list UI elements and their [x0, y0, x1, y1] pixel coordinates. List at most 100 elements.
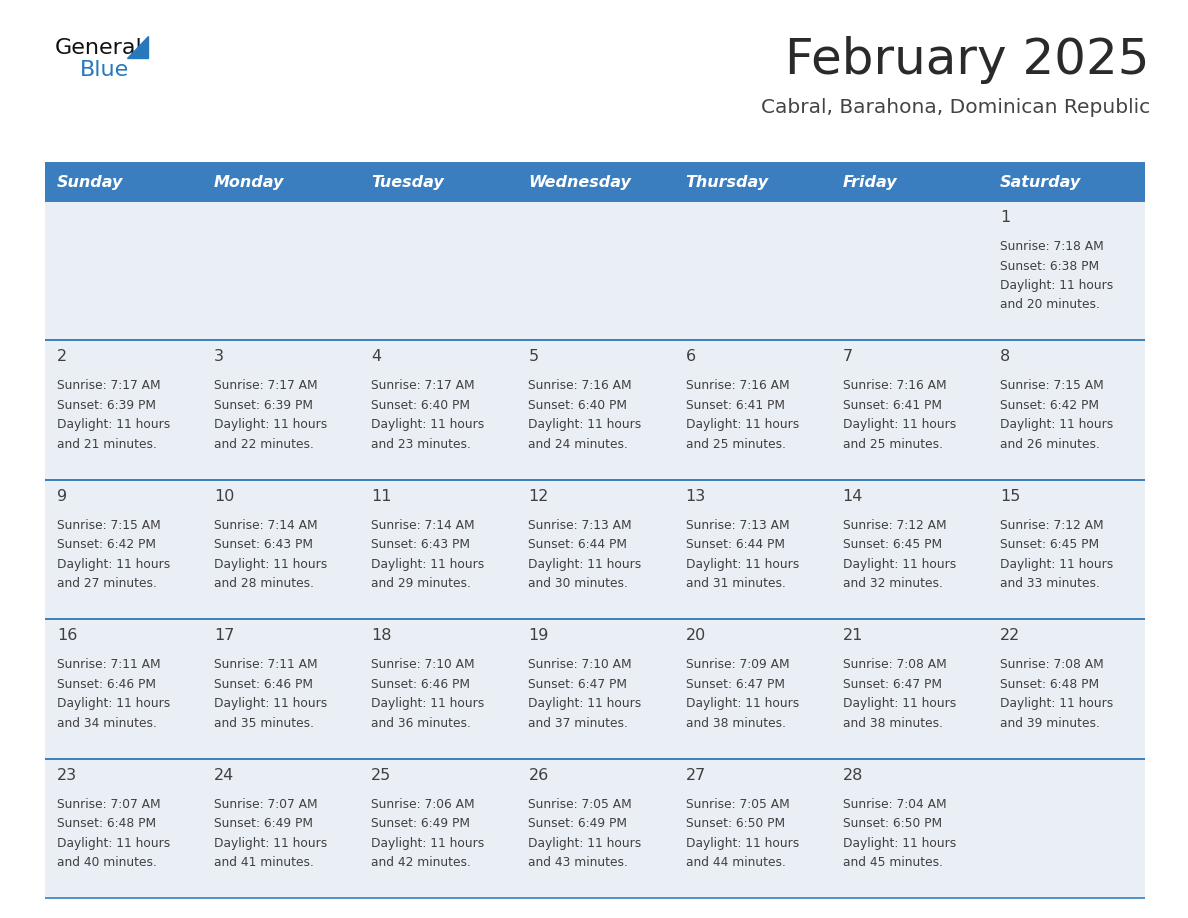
- Text: Sunrise: 7:04 AM: Sunrise: 7:04 AM: [842, 798, 947, 811]
- Text: and 28 minutes.: and 28 minutes.: [214, 577, 314, 590]
- Text: Wednesday: Wednesday: [529, 174, 631, 189]
- Text: 5: 5: [529, 350, 538, 364]
- Text: Sunset: 6:45 PM: Sunset: 6:45 PM: [1000, 538, 1099, 552]
- Text: Sunset: 6:42 PM: Sunset: 6:42 PM: [57, 538, 156, 552]
- Text: Daylight: 11 hours: Daylight: 11 hours: [529, 836, 642, 849]
- Text: and 41 minutes.: and 41 minutes.: [214, 856, 314, 869]
- Text: 15: 15: [1000, 488, 1020, 504]
- Text: Daylight: 11 hours: Daylight: 11 hours: [1000, 697, 1113, 711]
- Text: 19: 19: [529, 628, 549, 644]
- Text: Sunset: 6:47 PM: Sunset: 6:47 PM: [685, 677, 784, 690]
- Text: Daylight: 11 hours: Daylight: 11 hours: [214, 836, 328, 849]
- Text: 14: 14: [842, 488, 864, 504]
- Text: Sunrise: 7:05 AM: Sunrise: 7:05 AM: [685, 798, 789, 811]
- Text: Sunset: 6:50 PM: Sunset: 6:50 PM: [685, 817, 785, 830]
- Text: 11: 11: [372, 488, 392, 504]
- Bar: [45, 758, 1145, 898]
- Text: Daylight: 11 hours: Daylight: 11 hours: [57, 836, 170, 849]
- Text: 26: 26: [529, 767, 549, 783]
- Text: 6: 6: [685, 350, 696, 364]
- Text: Blue: Blue: [80, 60, 129, 80]
- Text: Sunset: 6:48 PM: Sunset: 6:48 PM: [1000, 677, 1099, 690]
- Text: Friday: Friday: [842, 174, 897, 189]
- Text: and 42 minutes.: and 42 minutes.: [372, 856, 472, 869]
- Text: and 22 minutes.: and 22 minutes.: [214, 438, 314, 451]
- Text: Sunset: 6:39 PM: Sunset: 6:39 PM: [57, 399, 156, 412]
- Text: Sunrise: 7:16 AM: Sunrise: 7:16 AM: [685, 379, 789, 392]
- Text: Sunset: 6:47 PM: Sunset: 6:47 PM: [842, 677, 942, 690]
- Text: 8: 8: [1000, 350, 1010, 364]
- Text: 22: 22: [1000, 628, 1020, 644]
- Text: Daylight: 11 hours: Daylight: 11 hours: [1000, 279, 1113, 292]
- Text: Sunset: 6:50 PM: Sunset: 6:50 PM: [842, 817, 942, 830]
- Text: Sunrise: 7:15 AM: Sunrise: 7:15 AM: [1000, 379, 1104, 392]
- Text: Daylight: 11 hours: Daylight: 11 hours: [1000, 558, 1113, 571]
- Text: Daylight: 11 hours: Daylight: 11 hours: [1000, 419, 1113, 431]
- Text: and 44 minutes.: and 44 minutes.: [685, 856, 785, 869]
- Text: and 25 minutes.: and 25 minutes.: [685, 438, 785, 451]
- Text: Sunrise: 7:17 AM: Sunrise: 7:17 AM: [57, 379, 160, 392]
- Text: Sunset: 6:49 PM: Sunset: 6:49 PM: [529, 817, 627, 830]
- Text: and 32 minutes.: and 32 minutes.: [842, 577, 942, 590]
- Text: 18: 18: [372, 628, 392, 644]
- Text: Sunrise: 7:18 AM: Sunrise: 7:18 AM: [1000, 240, 1104, 253]
- Text: Daylight: 11 hours: Daylight: 11 hours: [214, 558, 328, 571]
- Text: Daylight: 11 hours: Daylight: 11 hours: [529, 419, 642, 431]
- Text: 12: 12: [529, 488, 549, 504]
- Text: 7: 7: [842, 350, 853, 364]
- Bar: [517, 163, 674, 201]
- Text: Daylight: 11 hours: Daylight: 11 hours: [372, 558, 485, 571]
- Text: and 20 minutes.: and 20 minutes.: [1000, 298, 1100, 311]
- Text: Sunrise: 7:16 AM: Sunrise: 7:16 AM: [842, 379, 947, 392]
- Text: Sunrise: 7:05 AM: Sunrise: 7:05 AM: [529, 798, 632, 811]
- Text: and 38 minutes.: and 38 minutes.: [685, 717, 785, 730]
- Text: Daylight: 11 hours: Daylight: 11 hours: [685, 836, 798, 849]
- Text: and 33 minutes.: and 33 minutes.: [1000, 577, 1100, 590]
- Text: Daylight: 11 hours: Daylight: 11 hours: [214, 419, 328, 431]
- Text: 1: 1: [1000, 210, 1010, 225]
- Text: Sunset: 6:42 PM: Sunset: 6:42 PM: [1000, 399, 1099, 412]
- Text: Sunset: 6:49 PM: Sunset: 6:49 PM: [372, 817, 470, 830]
- Bar: [830, 163, 988, 201]
- Text: Sunrise: 7:09 AM: Sunrise: 7:09 AM: [685, 658, 789, 671]
- Text: Sunrise: 7:10 AM: Sunrise: 7:10 AM: [372, 658, 475, 671]
- Text: Daylight: 11 hours: Daylight: 11 hours: [57, 697, 170, 711]
- Text: Sunrise: 7:12 AM: Sunrise: 7:12 AM: [842, 519, 947, 532]
- Text: 10: 10: [214, 488, 234, 504]
- Bar: [45, 341, 1145, 480]
- Bar: [45, 163, 202, 201]
- Text: Sunset: 6:46 PM: Sunset: 6:46 PM: [57, 677, 156, 690]
- Text: and 40 minutes.: and 40 minutes.: [57, 856, 157, 869]
- Text: Sunset: 6:43 PM: Sunset: 6:43 PM: [372, 538, 470, 552]
- Text: 13: 13: [685, 488, 706, 504]
- Text: 27: 27: [685, 767, 706, 783]
- Text: Sunrise: 7:08 AM: Sunrise: 7:08 AM: [1000, 658, 1104, 671]
- Text: Daylight: 11 hours: Daylight: 11 hours: [842, 419, 956, 431]
- Text: Sunrise: 7:17 AM: Sunrise: 7:17 AM: [214, 379, 317, 392]
- Text: Sunset: 6:46 PM: Sunset: 6:46 PM: [372, 677, 470, 690]
- Bar: [988, 163, 1145, 201]
- Bar: [45, 620, 1145, 758]
- Text: Sunrise: 7:07 AM: Sunrise: 7:07 AM: [57, 798, 160, 811]
- Text: Sunset: 6:45 PM: Sunset: 6:45 PM: [842, 538, 942, 552]
- Text: Daylight: 11 hours: Daylight: 11 hours: [529, 697, 642, 711]
- Text: and 39 minutes.: and 39 minutes.: [1000, 717, 1100, 730]
- Text: 21: 21: [842, 628, 864, 644]
- Bar: [45, 201, 1145, 341]
- Text: Sunset: 6:49 PM: Sunset: 6:49 PM: [214, 817, 314, 830]
- Text: Sunrise: 7:10 AM: Sunrise: 7:10 AM: [529, 658, 632, 671]
- Text: Tuesday: Tuesday: [372, 174, 444, 189]
- Text: Daylight: 11 hours: Daylight: 11 hours: [685, 697, 798, 711]
- Text: Sunset: 6:47 PM: Sunset: 6:47 PM: [529, 677, 627, 690]
- Text: Sunrise: 7:11 AM: Sunrise: 7:11 AM: [214, 658, 317, 671]
- Bar: [202, 163, 359, 201]
- Text: Daylight: 11 hours: Daylight: 11 hours: [842, 697, 956, 711]
- Text: Cabral, Barahona, Dominican Republic: Cabral, Barahona, Dominican Republic: [760, 98, 1150, 117]
- Text: Daylight: 11 hours: Daylight: 11 hours: [529, 558, 642, 571]
- Bar: [359, 163, 517, 201]
- Text: and 45 minutes.: and 45 minutes.: [842, 856, 943, 869]
- Text: Daylight: 11 hours: Daylight: 11 hours: [372, 419, 485, 431]
- Text: February 2025: February 2025: [785, 36, 1150, 84]
- Text: 28: 28: [842, 767, 864, 783]
- Text: Sunset: 6:46 PM: Sunset: 6:46 PM: [214, 677, 314, 690]
